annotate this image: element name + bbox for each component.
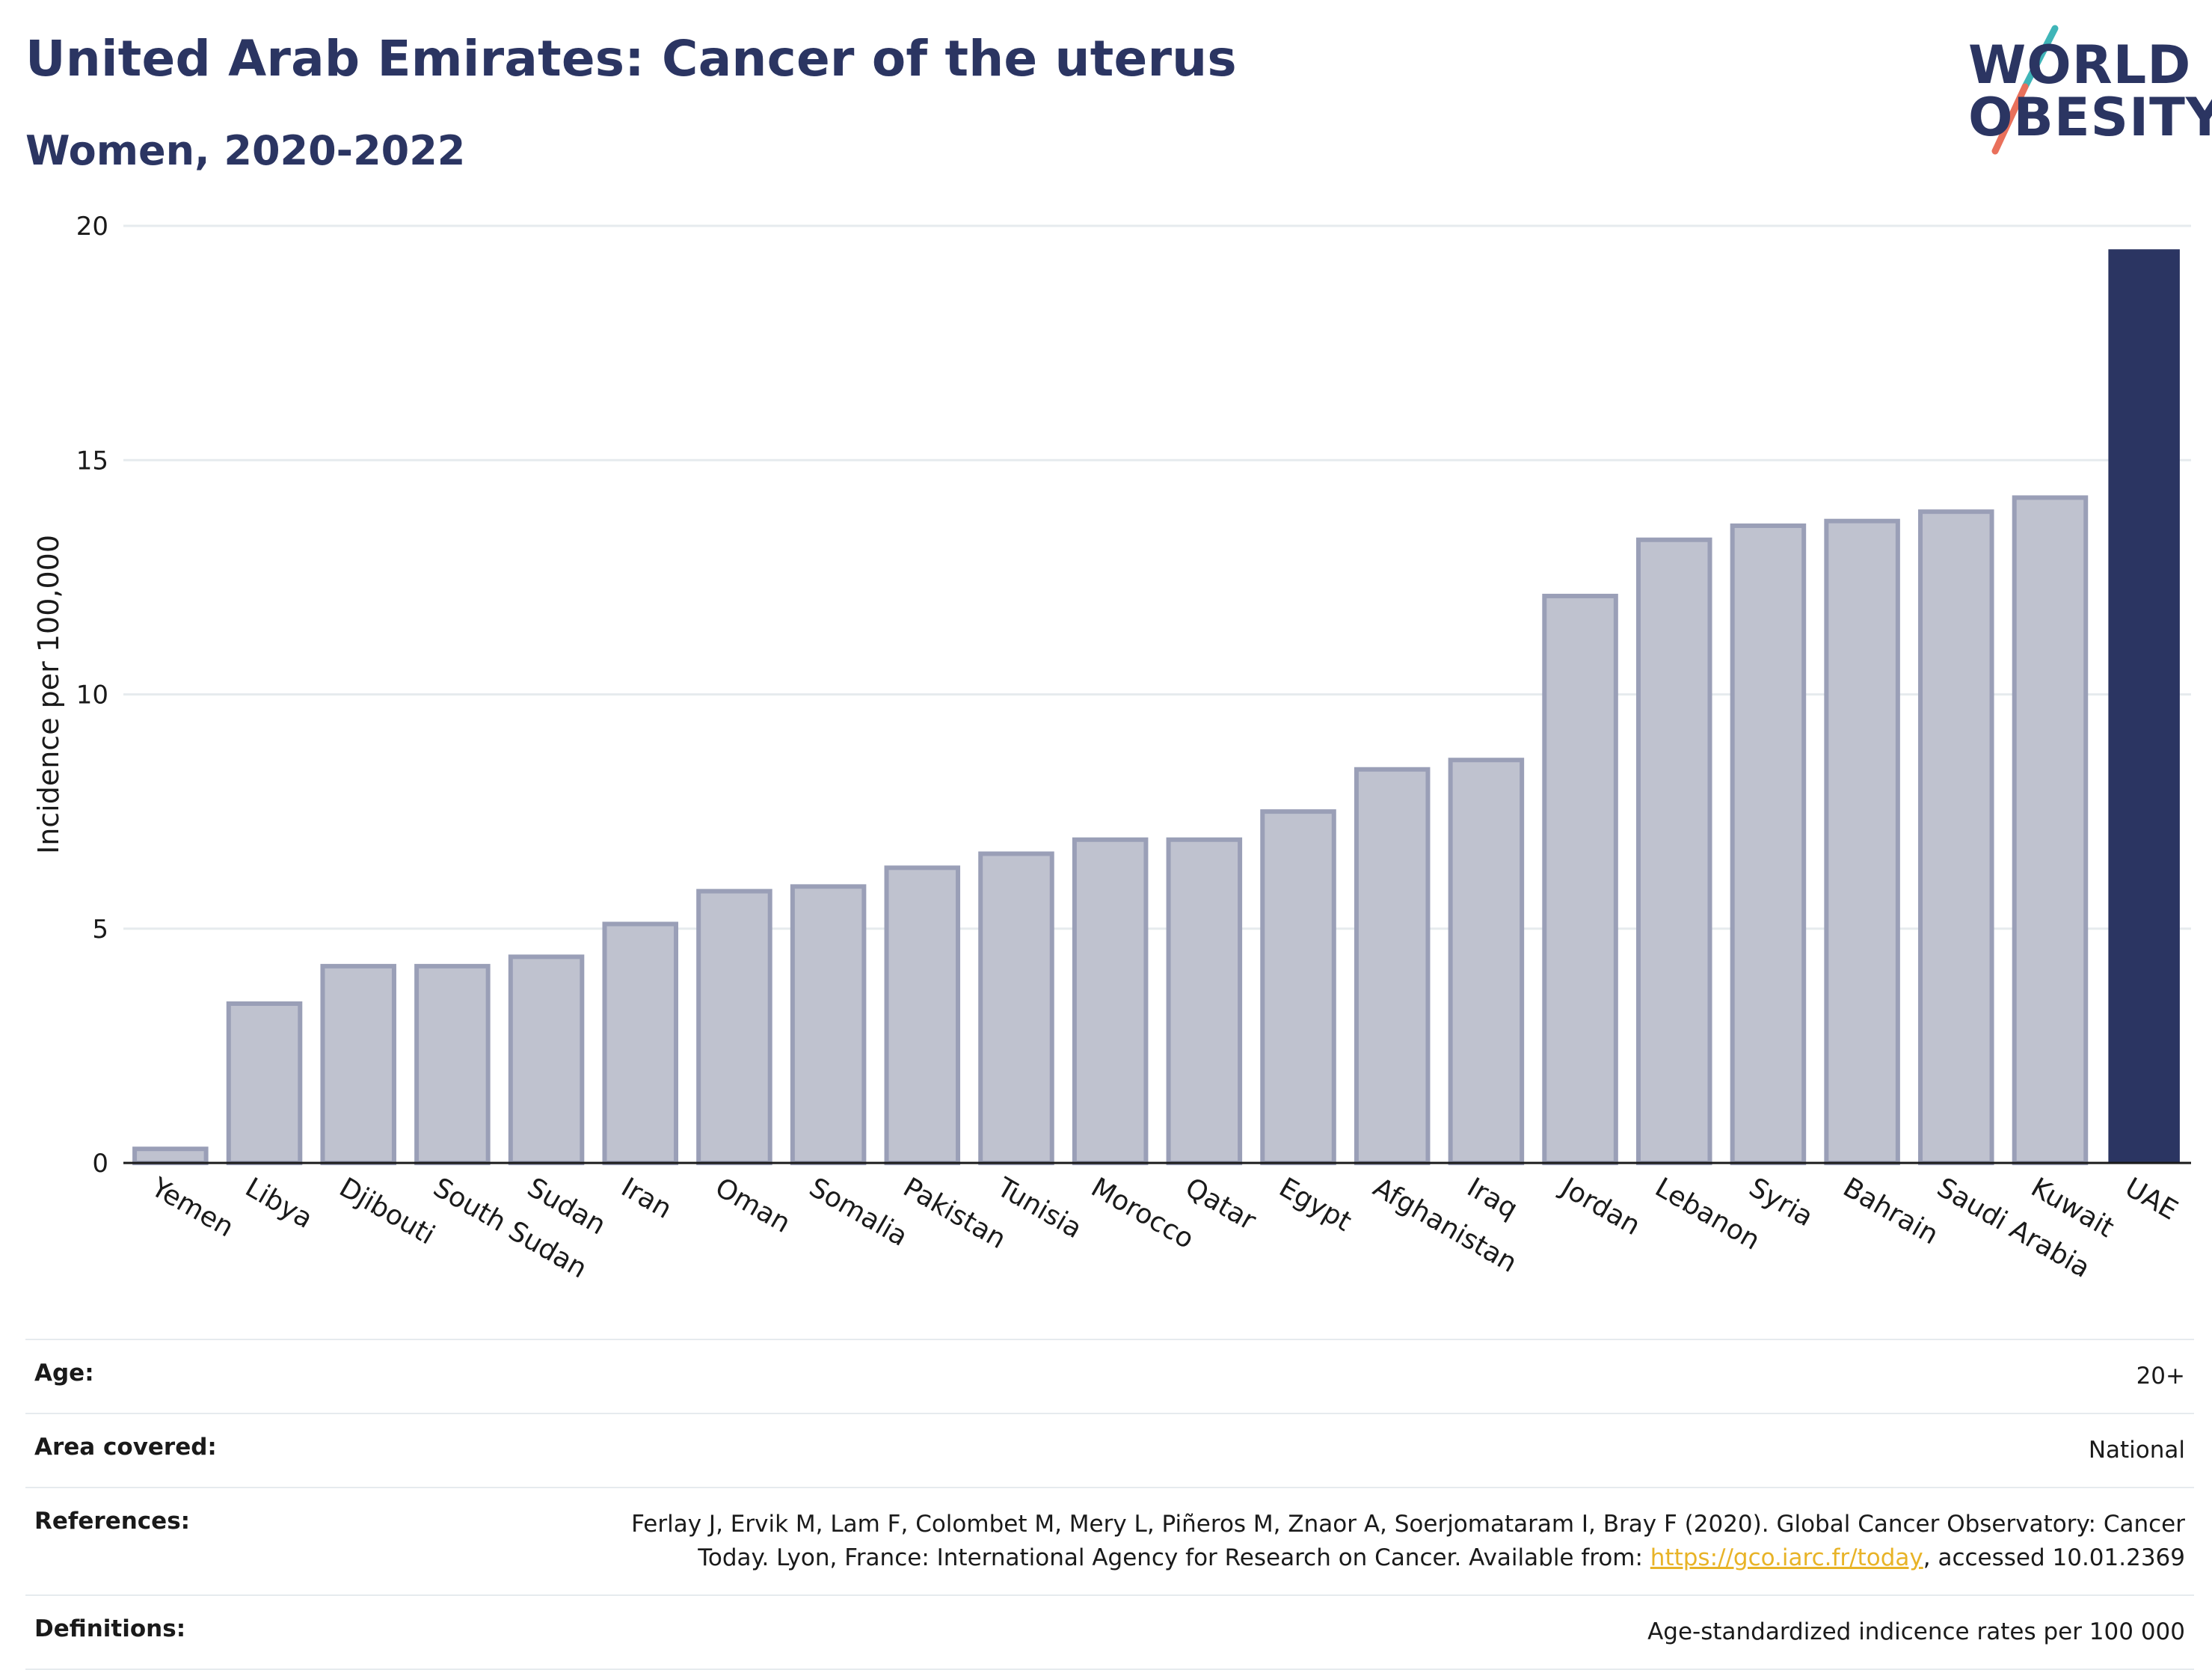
bar-oman	[696, 888, 772, 1165]
area-label: Area covered:	[25, 1412, 567, 1488]
bar-djibouti	[320, 963, 396, 1165]
info-row-definitions: Definitions: Age-standardized indicence …	[25, 1594, 2194, 1670]
logo-slash-icon	[1991, 25, 2059, 155]
bar-kuwait	[2012, 495, 2089, 1165]
bar-yemen	[132, 1146, 209, 1165]
x-tick-label: Iran	[616, 1172, 677, 1225]
bar-jordan	[1542, 593, 1618, 1165]
definitions-value: Age-standardized indicence rates per 100…	[567, 1594, 2194, 1670]
x-tick-label: Bahrain	[1838, 1172, 1944, 1250]
area-value: National	[567, 1412, 2194, 1488]
y-tick-label: 15	[76, 446, 108, 476]
bar-morocco	[1072, 837, 1149, 1166]
x-tick-label: Morocco	[1086, 1172, 1199, 1255]
references-text-3: , accessed 10.01.2369	[1923, 1544, 2185, 1571]
references-text-2: Today. Lyon, France: International Agenc…	[698, 1544, 1650, 1571]
chart-subtitle: Women, 2020-2022	[25, 127, 466, 174]
x-tick-label: Oman	[710, 1172, 795, 1239]
logo-text-line1: WORLD	[1968, 34, 2192, 96]
bar-syria	[1730, 523, 1807, 1165]
bar-qatar	[1166, 837, 1243, 1166]
bar-south-sudan	[414, 963, 491, 1165]
world-obesity-logo: WORLD OBESITY	[1944, 22, 2212, 157]
x-tick-label: Libya	[240, 1172, 318, 1235]
info-row-age: Age: 20+	[25, 1339, 2194, 1414]
bar-chart: 0 5 10 15 20 Incidence per 100,000 Yemen Libya D…	[32, 212, 2191, 1285]
bar-saudi-arabia	[1918, 509, 1994, 1166]
bar-tunisia	[978, 851, 1054, 1165]
bar-lebanon	[1635, 537, 1712, 1165]
references-text-1: Ferlay J, Ervik M, Lam F, Colombet M, Me…	[631, 1510, 2185, 1538]
bar-libya	[226, 1001, 303, 1165]
bar-somalia	[790, 884, 867, 1165]
bar-iraq	[1448, 758, 1525, 1165]
logo-text-line2: OBESITY	[1968, 87, 2212, 148]
bar-egypt	[1260, 809, 1336, 1165]
bar-afghanistan	[1354, 767, 1431, 1165]
x-tick-label: Egypt	[1274, 1172, 1357, 1237]
x-tick-label: UAE	[2120, 1172, 2183, 1226]
chart-title: United Arab Emirates: Cancer of the uter…	[25, 30, 1237, 88]
info-row-references: References: Ferlay J, Ervik M, Lam F, Co…	[25, 1486, 2194, 1596]
info-table: Age: 20+ Area covered: National Referenc…	[25, 1339, 2194, 1670]
bar-iran	[602, 921, 679, 1165]
y-tick-label: 10	[76, 681, 108, 710]
references-label: References:	[25, 1486, 567, 1596]
x-tick-label: Djibouti	[334, 1172, 440, 1250]
y-tick-label: 5	[92, 915, 108, 945]
x-tick-label: Yemen	[145, 1172, 239, 1244]
bar-bahrain	[1824, 518, 1900, 1165]
y-tick-label: 20	[76, 212, 108, 242]
age-value: 20+	[567, 1339, 2194, 1414]
x-tick-label: Somalia	[804, 1172, 912, 1253]
bar-pakistan	[884, 865, 961, 1165]
references-value: Ferlay J, Ervik M, Lam F, Colombet M, Me…	[567, 1486, 2194, 1596]
y-tick-label: 0	[92, 1149, 108, 1179]
bar-uae	[2108, 249, 2180, 1164]
y-axis-title: Incidence per 100,000	[32, 535, 65, 854]
x-tick-label: Pakistan	[898, 1172, 1011, 1255]
x-tick-label: Jordan	[1555, 1171, 1645, 1241]
info-row-area: Area covered: National	[25, 1412, 2194, 1488]
definitions-label: Definitions:	[25, 1594, 567, 1670]
age-label: Age:	[25, 1339, 567, 1414]
references-link[interactable]: https://gco.iarc.fr/today	[1650, 1544, 1923, 1571]
bar-sudan	[508, 954, 585, 1166]
x-tick-label: Lebanon	[1650, 1172, 1765, 1256]
x-tick-label: Iraq	[1462, 1172, 1523, 1225]
